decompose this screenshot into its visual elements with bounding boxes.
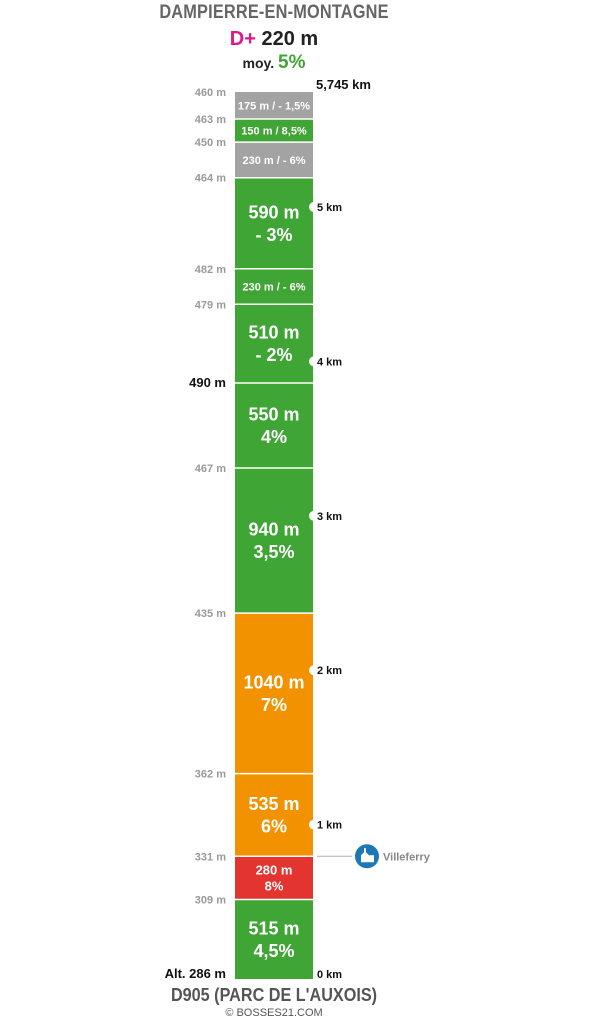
segment-grade-label: 8%	[265, 879, 284, 894]
km-notch	[309, 356, 319, 367]
segment-length-label: 510 m	[248, 323, 299, 343]
segment-length-label: 280 m	[256, 862, 293, 877]
km-marker-label: 4 km	[317, 356, 342, 368]
average-grade-value: 5%	[278, 52, 306, 73]
km-marker-label: 3 km	[317, 511, 342, 523]
segment-bar	[235, 613, 313, 774]
climb-title: DAMPIERRE-EN-MONTAGNE	[159, 2, 389, 23]
altitude-label: 464 m	[195, 173, 226, 185]
km-notch	[309, 819, 319, 830]
segment-label: 230 m / - 6%	[243, 155, 306, 167]
segment-length-label: 590 m	[248, 202, 299, 222]
segment-bar	[235, 92, 313, 120]
credit-label: © BOSSES21.COM	[225, 1007, 323, 1019]
segment-bar	[235, 119, 313, 143]
km-notch	[309, 202, 319, 213]
km-marker-label: 2 km	[317, 665, 342, 677]
altitude-label: 460 m	[195, 87, 226, 99]
segment-bar	[235, 268, 313, 305]
km-notch	[309, 665, 319, 676]
segment-bar	[235, 304, 313, 384]
altitude-label: 435 m	[195, 608, 226, 620]
segment-label: 150 m / 8,5%	[241, 126, 307, 138]
altitude-label: 463 m	[195, 114, 226, 126]
segment-bar	[235, 177, 313, 269]
average-grade-prefix: moy.	[242, 55, 275, 71]
km-marker-label: 5 km	[317, 202, 342, 214]
altitude-label: 490 m	[189, 375, 226, 390]
altitude-label: 467 m	[195, 463, 226, 475]
segment-grade-label: - 2%	[255, 345, 292, 365]
segment-bar	[235, 856, 313, 900]
average-grade: moy. 5%	[0, 52, 548, 74]
segment-bar	[235, 142, 313, 178]
segment-bar	[235, 899, 313, 979]
altitude-label: 309 m	[195, 894, 226, 906]
segment-bar	[235, 773, 313, 857]
segment-label: 175 m / - 1,5%	[238, 101, 310, 113]
km-marker-label: 1 km	[317, 820, 342, 832]
altitude-label: 450 m	[195, 137, 226, 149]
segment-grade-label: 4%	[261, 427, 287, 447]
segment-bar	[235, 467, 313, 614]
climb-start-label: D905 (PARC DE L'AUXOIS)	[170, 985, 378, 1005]
segment-grade-label: 4,5%	[253, 941, 294, 961]
altitude-label: 482 m	[195, 264, 226, 276]
start-altitude-label: Alt. 286 m	[165, 966, 226, 981]
km-notch	[309, 510, 319, 521]
altitude-label: 479 m	[195, 299, 226, 311]
segment-grade-label: 7%	[261, 695, 287, 715]
landmark-label: Villeferry	[383, 851, 431, 863]
total-distance-label: 5,745 km	[316, 77, 371, 92]
altitude-label: 362 m	[195, 769, 226, 781]
segment-grade-label: 3,5%	[253, 542, 294, 562]
elevation-gain-value: 220 m	[261, 28, 319, 50]
segment-length-label: 515 m	[248, 918, 299, 938]
segment-length-label: 535 m	[248, 794, 299, 814]
segment-length-label: 1040 m	[243, 672, 304, 692]
segment-grade-label: 6%	[261, 817, 287, 837]
segment-length-label: 940 m	[248, 520, 299, 540]
elevation-gain: D+ 220 m	[0, 28, 548, 51]
segment-length-label: 550 m	[248, 405, 299, 425]
segment-label: 230 m / - 6%	[243, 282, 306, 294]
segment-bar	[235, 383, 313, 468]
segment-grade-label: - 3%	[255, 225, 292, 245]
altitude-label: 331 m	[195, 851, 226, 863]
church-glyph	[361, 848, 374, 863]
km-marker-label: 0 km	[317, 969, 342, 981]
elevation-gain-prefix: D+	[229, 28, 256, 50]
